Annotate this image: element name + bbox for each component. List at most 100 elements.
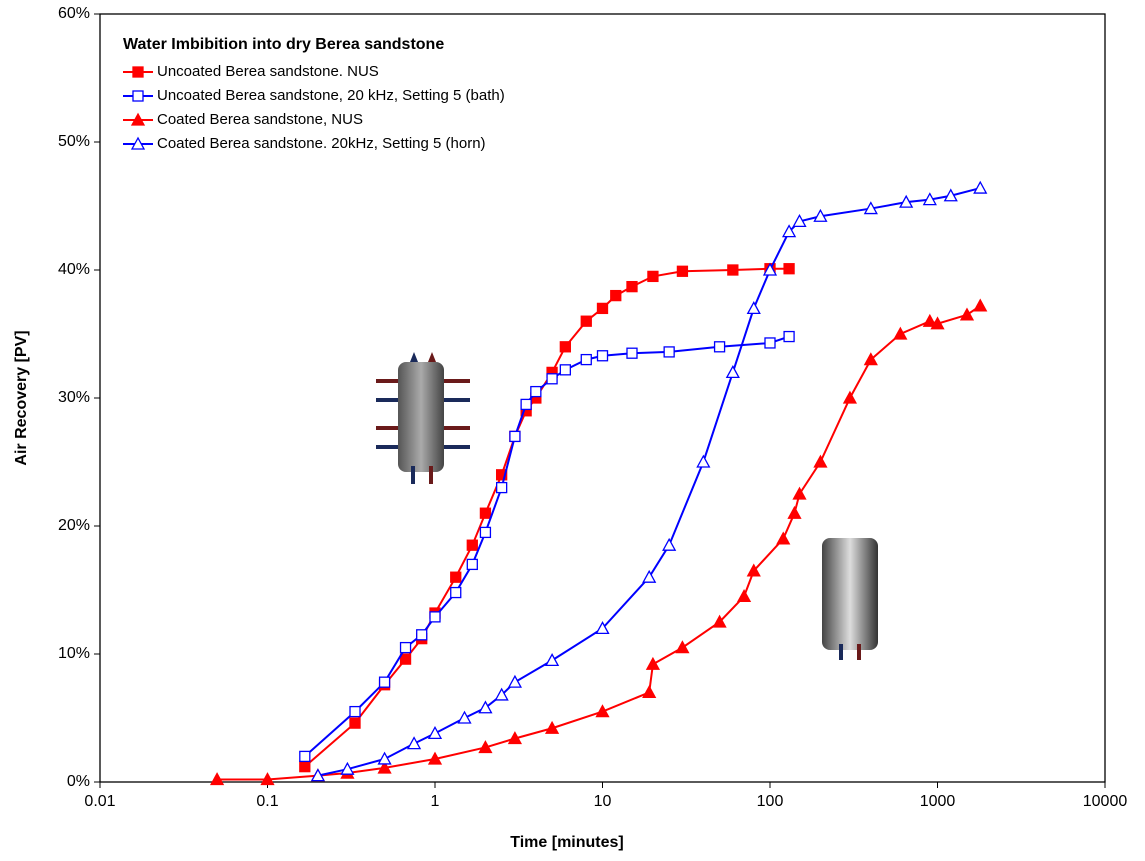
y-tick-label: 50%	[58, 133, 90, 150]
data-point	[479, 507, 492, 519]
data-point	[416, 629, 428, 641]
data-point	[496, 469, 508, 481]
data-point	[479, 526, 492, 539]
data-point	[842, 390, 858, 404]
data-point	[792, 214, 807, 228]
data-point	[626, 280, 638, 293]
series-line	[304, 335, 790, 758]
x-tick-label: 10	[594, 793, 612, 810]
data-point	[399, 653, 412, 665]
legend-label: Uncoated Berea sandstone, 20 kHz, Settin…	[157, 87, 505, 104]
data-point	[544, 720, 560, 734]
data-point	[930, 316, 945, 330]
data-point	[580, 315, 592, 327]
data-point	[546, 373, 558, 385]
data-point	[596, 302, 609, 315]
x-tick-label: 100	[757, 793, 784, 810]
data-point	[496, 481, 508, 494]
data-point	[893, 326, 908, 340]
data-point	[299, 760, 311, 773]
x-tick-label: 1	[431, 793, 440, 810]
data-point	[580, 353, 592, 366]
data-point	[943, 188, 958, 202]
data-point	[762, 262, 778, 276]
data-point	[427, 726, 443, 740]
y-axis-label: Air Recovery [PV]	[13, 330, 30, 465]
data-point	[450, 571, 462, 583]
data-point	[299, 750, 311, 763]
data-point	[429, 611, 441, 623]
data-point	[544, 653, 560, 667]
y-tick-label: 40%	[58, 261, 90, 278]
data-point	[781, 224, 797, 238]
data-point	[764, 337, 776, 349]
data-point	[209, 772, 225, 786]
data-point	[712, 614, 727, 628]
data-point	[457, 710, 472, 724]
data-point	[399, 641, 412, 654]
data-point	[746, 563, 761, 577]
legend-marker	[132, 90, 144, 102]
data-point	[559, 364, 571, 376]
x-tick-label: 0.1	[256, 793, 278, 810]
data-point	[787, 505, 802, 519]
data-point	[530, 385, 542, 398]
uncoated-core-illustration	[376, 352, 470, 484]
data-point	[596, 350, 609, 362]
x-tick-label: 1000	[920, 793, 956, 810]
data-point	[725, 365, 740, 379]
data-point	[310, 768, 326, 782]
legend-marker	[130, 136, 146, 150]
data-point	[377, 760, 392, 774]
y-tick-label: 0%	[67, 773, 90, 790]
legend-marker	[132, 66, 144, 78]
data-point	[675, 640, 690, 654]
legend-label: Coated Berea sandstone, NUS	[157, 111, 363, 128]
data-point	[559, 341, 571, 353]
legend-marker	[130, 112, 146, 126]
data-point	[642, 569, 657, 583]
data-point	[727, 264, 739, 276]
data-point	[260, 772, 275, 786]
plot-frame	[99, 13, 1106, 783]
data-point	[466, 539, 478, 551]
data-point	[626, 347, 638, 359]
data-point	[696, 454, 711, 468]
data-point	[595, 704, 610, 718]
data-point	[406, 736, 422, 750]
data-point	[813, 454, 828, 468]
data-point	[863, 352, 878, 366]
data-point	[662, 537, 677, 551]
data-point	[520, 398, 532, 411]
data-point	[663, 346, 675, 358]
data-point	[427, 751, 443, 765]
data-point	[813, 208, 828, 222]
data-point	[377, 751, 392, 765]
data-point	[595, 621, 610, 635]
data-point	[509, 430, 521, 443]
data-point	[378, 676, 391, 688]
legend-label: Uncoated Berea sandstone. NUS	[157, 63, 379, 80]
data-point	[349, 717, 361, 729]
data-point	[340, 761, 355, 775]
data-point	[863, 201, 878, 215]
data-point	[922, 313, 937, 327]
data-point	[922, 192, 937, 206]
x-tick-label: 0.01	[84, 793, 115, 810]
data-point	[676, 265, 689, 277]
data-point	[647, 270, 659, 283]
legend-title: Water Imbibition into dry Berea sandston…	[123, 36, 444, 53]
data-point	[494, 687, 509, 701]
y-tick-label: 30%	[58, 389, 90, 406]
data-point	[349, 705, 361, 718]
data-point	[645, 656, 661, 670]
data-point	[713, 341, 726, 353]
y-tick-label: 10%	[58, 645, 90, 662]
data-point	[973, 298, 988, 312]
data-point	[478, 740, 493, 754]
data-point	[610, 289, 622, 302]
data-point	[783, 330, 795, 343]
data-point	[959, 307, 975, 321]
data-point	[899, 194, 914, 208]
